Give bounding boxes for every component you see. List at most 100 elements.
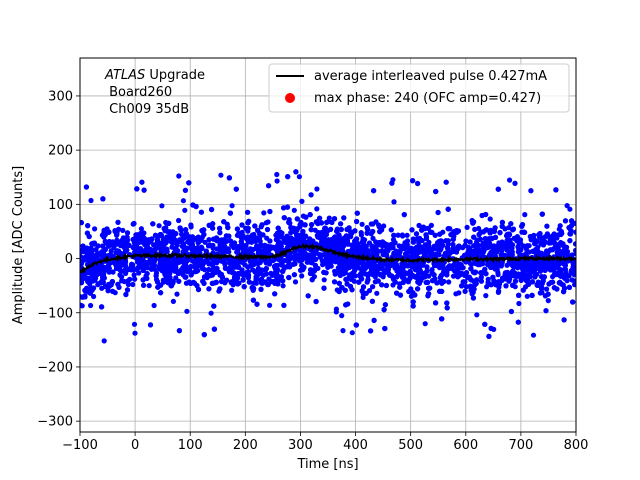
scatter-point	[552, 271, 558, 277]
scatter-point	[409, 272, 415, 278]
scatter-point	[305, 293, 311, 299]
scatter-point	[100, 273, 106, 279]
scatter-point	[188, 264, 194, 270]
scatter-point	[259, 222, 265, 228]
scatter-point	[524, 243, 530, 249]
scatter-point	[567, 238, 573, 244]
scatter-point	[241, 272, 247, 278]
scatter-point	[102, 283, 108, 290]
scatter-point	[349, 330, 355, 336]
scatter-point	[328, 226, 334, 232]
scatter-point	[160, 247, 166, 253]
scatter-point	[512, 278, 519, 284]
scatter-point	[188, 272, 194, 278]
scatter-point	[308, 192, 314, 198]
scatter-point	[499, 219, 505, 225]
scatter-point	[110, 269, 116, 275]
scatter-point	[370, 228, 376, 235]
scatter-point	[206, 237, 212, 243]
scatter-point	[336, 288, 342, 295]
scatter-point	[215, 269, 221, 275]
scatter-point	[235, 270, 241, 277]
scatter-point	[308, 227, 314, 233]
scatter-point	[213, 279, 219, 285]
scatter-point	[80, 248, 86, 254]
scatter-point	[209, 262, 215, 268]
scatter-point	[516, 240, 522, 246]
scatter-point	[218, 240, 224, 246]
scatter-point	[438, 273, 444, 279]
scatter-point	[195, 234, 201, 240]
scatter-point	[130, 281, 136, 288]
scatter-point	[174, 291, 180, 297]
scatter-point	[140, 277, 146, 283]
scatter-point	[176, 328, 182, 334]
scatter-point	[254, 243, 260, 249]
scatter-point	[551, 285, 558, 291]
scatter-point	[380, 267, 387, 273]
scatter-point	[543, 308, 549, 314]
scatter-point	[114, 237, 120, 243]
scatter-point	[547, 236, 553, 242]
scatter-point	[295, 239, 301, 245]
scatter-point	[245, 220, 251, 226]
scatter-point	[274, 171, 280, 178]
scatter-point	[124, 267, 131, 273]
scatter-point	[80, 220, 84, 226]
scatter-point	[506, 251, 513, 257]
scatter-point	[123, 291, 129, 298]
scatter-point	[240, 277, 246, 283]
scatter-point	[299, 198, 305, 204]
scatter-point	[258, 242, 264, 248]
scatter-point	[85, 223, 91, 229]
scatter-point	[338, 221, 344, 227]
scatter-point	[217, 230, 223, 236]
scatter-point	[352, 273, 358, 279]
scatter-point	[304, 259, 310, 265]
scatter-point	[394, 268, 400, 274]
scatter-point	[181, 245, 187, 251]
scatter-point	[285, 254, 291, 261]
scatter-point	[124, 230, 131, 236]
scatter-point	[83, 184, 89, 190]
scatter-point	[166, 220, 172, 226]
scatter-point	[431, 272, 437, 278]
scatter-point	[130, 236, 136, 243]
scatter-point	[478, 278, 484, 284]
scatter-point	[416, 280, 422, 286]
scatter-point	[306, 252, 312, 258]
scatter-point	[480, 243, 486, 249]
scatter-point	[229, 287, 235, 293]
scatter-point	[301, 233, 307, 239]
scatter-point	[341, 215, 347, 221]
scatter-point	[299, 273, 305, 279]
scatter-point	[128, 264, 135, 270]
scatter-point	[369, 298, 375, 304]
scatter-point	[532, 274, 538, 280]
scatter-point	[100, 196, 106, 202]
scatter-point	[281, 215, 287, 221]
scatter-point	[516, 292, 522, 298]
scatter-point	[209, 280, 215, 286]
scatter-point	[519, 266, 525, 272]
scatter-point	[114, 229, 120, 236]
scatter-point	[231, 270, 237, 276]
scatter-point	[483, 293, 489, 299]
scatter-point	[317, 215, 323, 221]
scatter-point	[183, 280, 190, 286]
scatter-point	[442, 250, 448, 256]
scatter-point	[234, 226, 240, 232]
scatter-point	[243, 243, 249, 249]
scatter-point	[340, 328, 346, 334]
scatter-point	[80, 243, 86, 249]
scatter-point	[380, 239, 386, 245]
scatter-point	[426, 273, 432, 279]
scatter-point	[559, 230, 565, 236]
scatter-point	[471, 234, 477, 240]
scatter-point	[291, 207, 297, 213]
scatter-point	[151, 302, 157, 309]
scatter-point	[328, 263, 334, 269]
scatter-point	[109, 279, 115, 285]
scatter-point	[410, 303, 416, 309]
scatter-point	[400, 279, 406, 286]
